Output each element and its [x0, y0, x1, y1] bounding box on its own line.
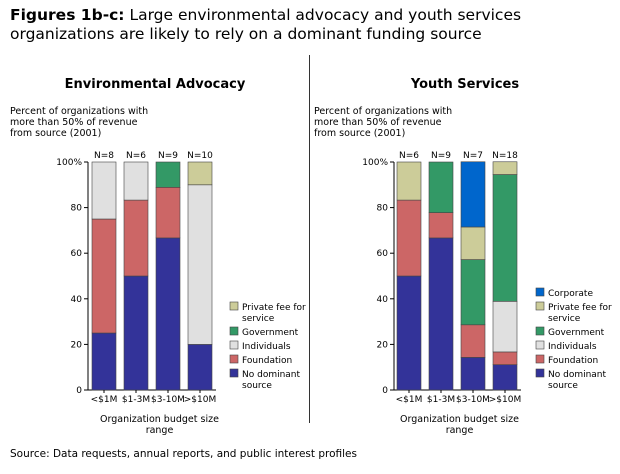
env-x-tick-label: $3-10M [151, 395, 185, 405]
env-n-label: N=8 [94, 151, 114, 161]
youth-bar-segment [492, 301, 518, 353]
youth-legend-label: Private fee for [548, 303, 612, 313]
env-n-label: N=10 [187, 151, 213, 161]
youth-y-tick-label: 80 [377, 204, 389, 214]
youth-bar-segment [460, 226, 486, 260]
youth-n-label: N=9 [431, 151, 451, 161]
youth-y-tick-label: 60 [377, 249, 389, 259]
youth-legend-label: No dominant [548, 370, 607, 380]
figure-title-text: Large environmental advocacy and youth s… [10, 6, 522, 43]
env-bar-segment [155, 187, 181, 239]
youth-bar-segment [492, 174, 518, 302]
y-axis-label-environmental: Percent of organizations with more than … [10, 106, 149, 139]
youth-x-tick-label: >$10M [489, 395, 521, 405]
figure-title: Figures 1b-c: Large environmental advoca… [10, 6, 610, 44]
youth-legend-label: service [548, 314, 581, 324]
youth-legend-label: source [548, 381, 578, 391]
youth-legend-swatch [535, 326, 545, 336]
env-n-label: N=6 [126, 151, 146, 161]
youth-legend-label: Corporate [548, 289, 593, 299]
youth-legend-swatch [535, 340, 545, 350]
env-bar-segment [187, 344, 213, 391]
env-y-tick-label: 80 [71, 204, 83, 214]
youth-legend-label: Individuals [548, 342, 597, 352]
env-legend-swatch [229, 326, 239, 336]
env-x-tick-label: >$10M [184, 395, 216, 405]
env-y-tick-label: 20 [71, 340, 83, 350]
source-note: Source: Data requests, annual reports, a… [10, 448, 357, 460]
youth-legend-swatch [535, 287, 545, 297]
youth-bar-segment [396, 161, 422, 201]
env-bar-segment [187, 161, 213, 186]
youth-y-tick-label: 100% [362, 158, 388, 168]
env-bar-segment [91, 332, 117, 391]
youth-n-label: N=18 [492, 151, 518, 161]
env-legend-label: service [242, 314, 275, 324]
youth-n-label: N=6 [399, 151, 419, 161]
x-axis-label-environmental: Organization budget size range [100, 414, 219, 436]
panel-title-youth: Youth Services [410, 77, 520, 92]
env-bar-segment [123, 199, 149, 277]
env-legend-label: Foundation [242, 356, 292, 366]
youth-bar-segment [460, 324, 486, 358]
env-bar-segment [187, 184, 213, 345]
env-legend-swatch [229, 368, 239, 378]
youth-bar-segment [396, 275, 422, 391]
env-y-tick-label: 100% [56, 158, 82, 168]
env-legend-label: Government [242, 328, 299, 338]
panel-title-environmental: Environmental Advocacy [64, 77, 246, 92]
y-axis-label-youth: Percent of organizations with more than … [314, 106, 453, 139]
youth-legend-swatch [535, 301, 545, 311]
x-axis-label-youth: Organization budget size range [400, 414, 519, 436]
youth-legend-swatch [535, 368, 545, 378]
youth-bar-segment [396, 199, 422, 277]
youth-legend-label: Foundation [548, 356, 598, 366]
youth-bar-segment [492, 364, 518, 391]
env-legend-label: source [242, 381, 272, 391]
env-bar-segment [123, 161, 149, 201]
env-legend-label: Individuals [242, 342, 291, 352]
figure-title-prefix: Figures 1b-c: [10, 6, 125, 24]
env-bar-segment [155, 237, 181, 391]
youth-x-tick-label: $1-3M [427, 395, 455, 405]
env-legend-label: Private fee for [242, 303, 306, 313]
env-legend-swatch [229, 301, 239, 311]
youth-bar-segment [460, 259, 486, 326]
env-legend-swatch [229, 354, 239, 364]
youth-x-tick-label: <$1M [396, 395, 423, 405]
youth-bar-segment [492, 161, 518, 175]
env-n-label: N=9 [158, 151, 178, 161]
youth-bar-segment [460, 357, 486, 391]
youth-n-label: N=7 [463, 151, 483, 161]
env-y-tick-label: 60 [71, 249, 83, 259]
env-bar-segment [91, 218, 117, 334]
env-bar-segment [91, 161, 117, 220]
env-y-tick-label: 0 [76, 386, 82, 396]
env-x-tick-label: $1-3M [122, 395, 150, 405]
panel-divider [309, 55, 310, 423]
youth-legend-swatch [535, 354, 545, 364]
env-x-tick-label: <$1M [91, 395, 118, 405]
env-legend-swatch [229, 340, 239, 350]
youth-bar-segment [428, 212, 454, 239]
youth-legend-label: Government [548, 328, 605, 338]
youth-y-tick-label: 40 [377, 295, 389, 305]
youth-bar-segment [428, 161, 454, 213]
env-legend-label: No dominant [242, 370, 301, 380]
youth-x-tick-label: $3-10M [456, 395, 490, 405]
youth-bar-segment [428, 237, 454, 391]
env-bar-segment [155, 161, 181, 188]
youth-y-tick-label: 20 [377, 340, 389, 350]
youth-bar-segment [492, 351, 518, 365]
youth-y-tick-label: 0 [382, 386, 388, 396]
env-bar-segment [123, 275, 149, 391]
youth-bar-segment [460, 161, 486, 228]
env-y-tick-label: 40 [71, 295, 83, 305]
